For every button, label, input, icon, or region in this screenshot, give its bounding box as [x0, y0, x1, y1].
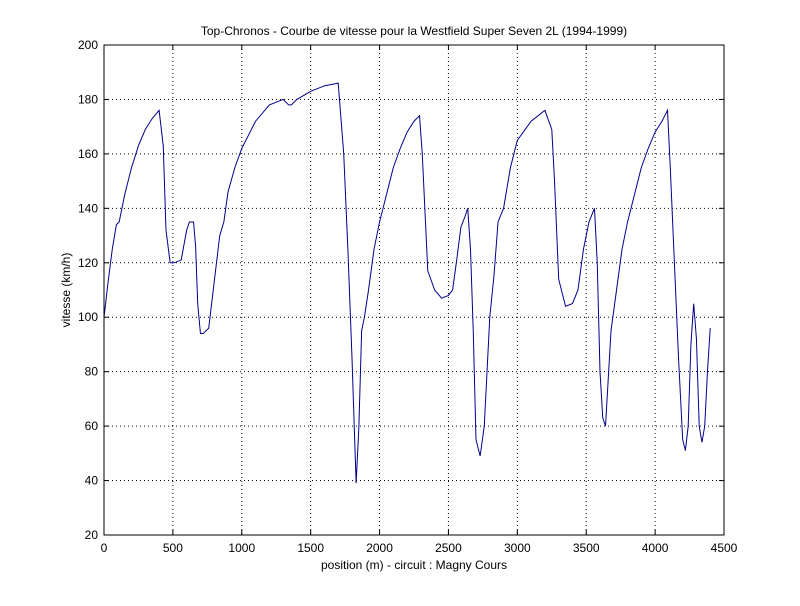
y-tick-label: 60 — [85, 419, 99, 433]
x-tick-label: 0 — [101, 541, 108, 555]
y-tick-label: 120 — [78, 256, 98, 270]
y-tick-label: 80 — [85, 365, 99, 379]
x-tick-label: 3500 — [573, 541, 600, 555]
y-tick-label: 140 — [78, 201, 98, 215]
x-tick-label: 2000 — [366, 541, 393, 555]
plot-area — [104, 45, 724, 535]
y-tick-label: 160 — [78, 147, 98, 161]
x-tick-label: 500 — [163, 541, 183, 555]
x-tick-label: 1500 — [297, 541, 324, 555]
y-tick-label: 200 — [78, 38, 98, 52]
plot-frame — [103, 44, 725, 536]
y-axis-label: vitesse (km/h) — [59, 253, 73, 328]
x-tick-label: 4500 — [711, 541, 738, 555]
y-tick-label: 180 — [78, 92, 98, 106]
y-tick-label: 100 — [78, 310, 98, 324]
speed-series-line — [103, 82, 711, 484]
x-tick-label: 3000 — [504, 541, 531, 555]
chart-title: Top-Chronos - Courbe de vitesse pour la … — [201, 24, 627, 38]
x-tick-labels: 0 500 1000 1500 2000 2500 3000 3500 4000 4500 — [101, 541, 738, 555]
y-tick-labels: 20 40 60 80 100 120 140 160 180 200 — [78, 38, 98, 542]
x-tick-label: 1000 — [228, 541, 255, 555]
x-axis-label: position (m) - circuit : Magny Cours — [321, 558, 507, 572]
y-tick-label: 40 — [85, 474, 99, 488]
x-tick-label: 4000 — [642, 541, 669, 555]
x-tick-label: 2500 — [435, 541, 462, 555]
y-tick-label: 20 — [85, 528, 99, 542]
